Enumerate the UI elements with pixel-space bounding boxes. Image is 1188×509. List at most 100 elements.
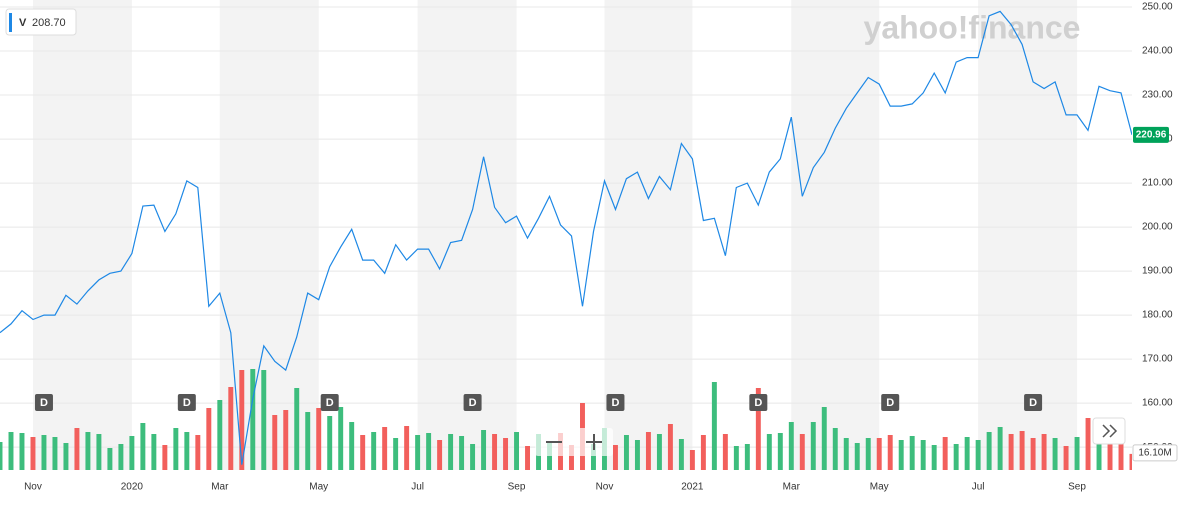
volume-bar bbox=[612, 445, 618, 470]
legend-swatch bbox=[9, 13, 12, 32]
scroll-button[interactable] bbox=[1092, 417, 1126, 445]
volume-bar bbox=[678, 439, 684, 470]
volume-bar bbox=[975, 440, 981, 470]
volume-bar bbox=[854, 443, 860, 470]
dividend-label: D bbox=[40, 397, 48, 409]
x-tick-label: May bbox=[309, 482, 328, 493]
volume-bar bbox=[261, 370, 267, 470]
dividend-label: D bbox=[183, 397, 191, 409]
volume-bar bbox=[898, 440, 904, 470]
volume-bar bbox=[217, 400, 223, 470]
volume-bar bbox=[283, 410, 289, 470]
volume-bar bbox=[656, 434, 662, 470]
x-tick-label: Sep bbox=[508, 482, 526, 493]
volume-bar bbox=[667, 424, 673, 470]
month-band bbox=[32, 0, 132, 470]
y-tick-label: 190.00 bbox=[1142, 266, 1173, 277]
volume-bar bbox=[689, 450, 695, 470]
dividend-label: D bbox=[1029, 397, 1037, 409]
dividend-marker bbox=[177, 394, 196, 411]
volume-bar bbox=[371, 432, 377, 470]
y-tick-label: 170.00 bbox=[1142, 354, 1173, 365]
volume-bar bbox=[942, 437, 948, 470]
volume-bar bbox=[151, 434, 157, 470]
volume-bar bbox=[777, 433, 783, 470]
volume-bar bbox=[448, 434, 454, 470]
volume-tag-label: 16.10M bbox=[1138, 448, 1171, 459]
volume-bar bbox=[645, 432, 651, 470]
volume-bar bbox=[338, 407, 344, 470]
watermark: yahoo!finance bbox=[864, 9, 1081, 45]
volume-bar bbox=[569, 445, 574, 470]
dividend-marker bbox=[606, 394, 625, 411]
dividend-marker bbox=[463, 394, 482, 411]
volume-bar bbox=[470, 444, 476, 470]
volume-bar bbox=[1041, 434, 1047, 470]
y-tick-label: 200.00 bbox=[1142, 222, 1173, 233]
volume-tag bbox=[1132, 444, 1178, 462]
volume-bar bbox=[107, 448, 113, 470]
month-band bbox=[791, 0, 880, 470]
volume-bar bbox=[360, 435, 366, 470]
volume-bar bbox=[0, 442, 3, 470]
price-tag-label: 220.96 bbox=[1136, 129, 1167, 140]
dividend-marker bbox=[34, 394, 53, 411]
volume-bar bbox=[228, 387, 234, 470]
volume-bar bbox=[426, 433, 432, 470]
volume-bar bbox=[52, 437, 58, 470]
volume-bar bbox=[1030, 438, 1036, 470]
y-tick-label: 240.00 bbox=[1142, 46, 1173, 57]
volume-bar bbox=[711, 382, 717, 470]
volume-bar bbox=[316, 408, 322, 470]
volume-bar bbox=[920, 440, 926, 470]
volume-bar bbox=[415, 435, 421, 470]
y-tick-label: 250.00 bbox=[1142, 2, 1173, 13]
dividend-marker bbox=[1024, 394, 1043, 411]
volume-bar bbox=[239, 370, 245, 470]
x-tick-label: Nov bbox=[596, 482, 614, 493]
legend: V 208.70 bbox=[5, 8, 77, 36]
volume-bar bbox=[162, 445, 168, 470]
volume-bar bbox=[876, 438, 882, 470]
y-tick-label: 210.00 bbox=[1142, 178, 1173, 189]
dividend-label: D bbox=[754, 397, 762, 409]
volume-bar bbox=[591, 444, 596, 470]
dividend-marker bbox=[749, 394, 768, 411]
x-tick-label: Nov bbox=[24, 482, 42, 493]
volume-bar bbox=[437, 440, 443, 470]
volume-bar bbox=[206, 408, 212, 470]
volume-bar bbox=[272, 415, 278, 470]
axis-area bbox=[1132, 0, 1188, 504]
volume-bar bbox=[953, 444, 959, 470]
volume-bar bbox=[404, 426, 410, 470]
month-band bbox=[978, 0, 1078, 470]
x-tick-label: Sep bbox=[1068, 482, 1086, 493]
volume-bar bbox=[623, 435, 629, 470]
volume-bar bbox=[1074, 437, 1080, 470]
volume-bar bbox=[459, 436, 465, 470]
zoom-controls[interactable] bbox=[535, 428, 613, 456]
x-tick-label: Mar bbox=[783, 482, 801, 493]
volume-bar bbox=[1118, 432, 1124, 470]
volume-bar bbox=[799, 434, 805, 470]
volume-bar bbox=[865, 438, 871, 470]
volume-bar bbox=[514, 432, 520, 470]
volume-bar bbox=[1063, 446, 1069, 470]
volume-bar bbox=[722, 434, 728, 470]
volume-bar bbox=[634, 440, 640, 470]
volume-bar bbox=[525, 446, 531, 470]
volume-bar bbox=[327, 416, 333, 470]
volume-bar bbox=[19, 433, 25, 470]
volume-bar bbox=[96, 434, 102, 470]
volume-bar bbox=[250, 369, 256, 470]
volume-bar bbox=[349, 422, 355, 470]
y-tick-label: 180.00 bbox=[1142, 310, 1173, 321]
volume-bar bbox=[63, 443, 69, 470]
x-tick-label: 2020 bbox=[121, 482, 144, 493]
volume-bar bbox=[821, 407, 827, 470]
volume-bar bbox=[382, 427, 388, 470]
volume-bar bbox=[173, 428, 179, 470]
volume-bar bbox=[700, 435, 706, 470]
volume-bar bbox=[931, 445, 937, 470]
month-band bbox=[219, 0, 319, 470]
